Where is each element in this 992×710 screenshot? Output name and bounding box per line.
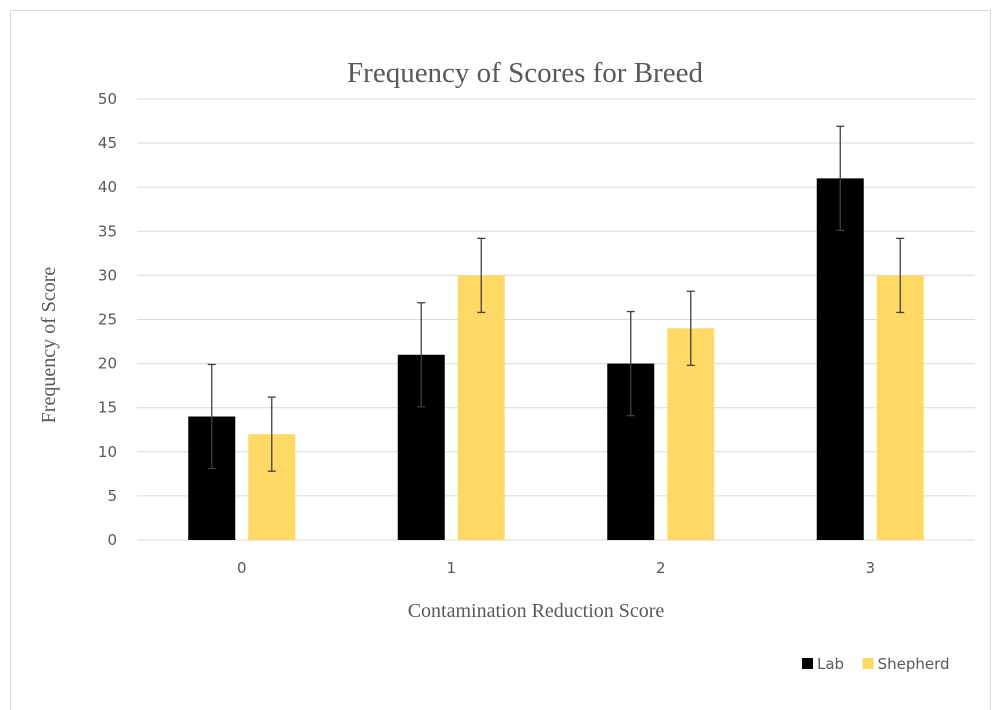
y-tick-label: 0 (107, 531, 117, 549)
error-bars (207, 125, 905, 472)
legend: Lab Shepherd (802, 655, 950, 673)
bar-lab-3 (816, 178, 864, 540)
x-tick-label: 0 (237, 559, 247, 577)
y-axis-title: Frequency of Score (38, 267, 60, 424)
y-tick-label: 10 (98, 443, 117, 461)
x-tick-label: 1 (446, 559, 456, 577)
y-tick-label: 25 (98, 311, 117, 329)
bar-shepherd-3 (876, 275, 924, 540)
x-axis-title: Contamination Reduction Score (408, 600, 665, 622)
y-tick-label: 35 (98, 222, 117, 240)
x-axis-ticks: 0 1 2 3 (237, 559, 875, 577)
legend-label-shepherd: Shepherd (878, 655, 950, 673)
y-tick-label: 30 (98, 266, 117, 284)
legend-swatch-lab (802, 658, 813, 669)
legend-swatch-shepherd (862, 658, 874, 669)
y-tick-label: 40 (98, 178, 117, 196)
y-tick-label: 45 (98, 134, 117, 152)
y-tick-label: 50 (98, 90, 117, 108)
bars (188, 178, 924, 540)
chart-title: Frequency of Scores for Breed (347, 57, 703, 89)
y-axis-ticks: 0 5 10 15 20 25 30 35 40 45 50 (98, 90, 117, 549)
bar-shepherd-1 (457, 275, 505, 540)
y-tick-label: 20 (98, 355, 117, 373)
legend-label-lab: Lab (817, 655, 844, 673)
x-tick-label: 3 (865, 559, 875, 577)
y-tick-label: 15 (98, 399, 117, 417)
y-tick-label: 5 (107, 487, 117, 505)
x-tick-label: 2 (656, 559, 666, 577)
